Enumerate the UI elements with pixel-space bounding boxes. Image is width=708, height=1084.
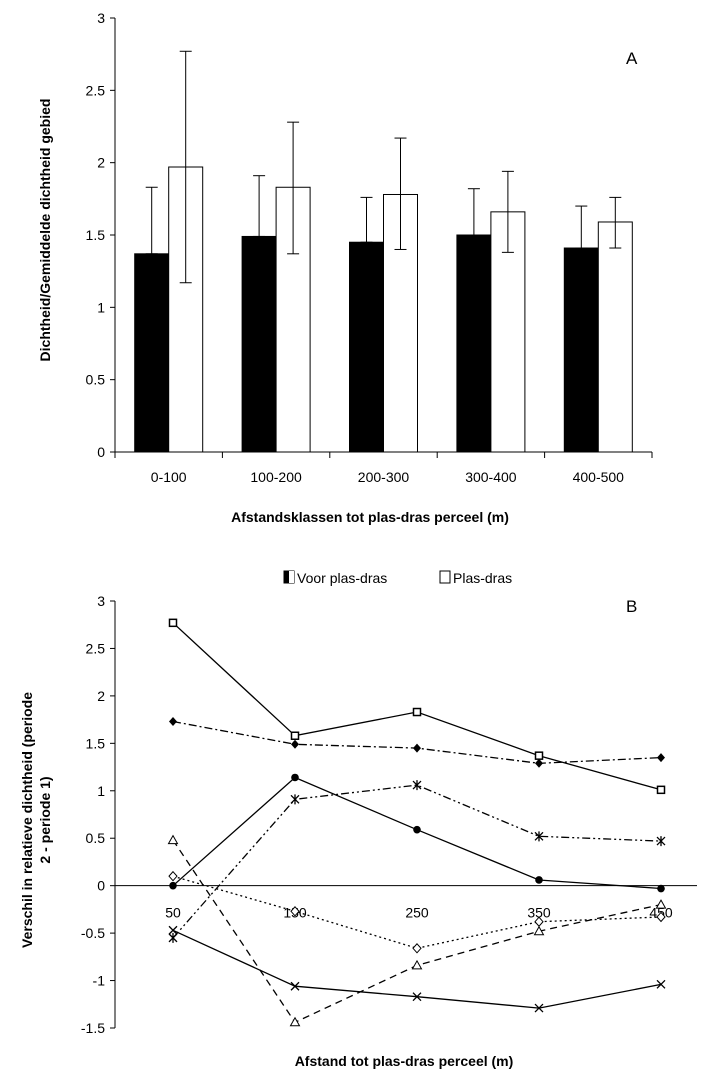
chart-b-point — [535, 876, 543, 884]
chart-b-point — [534, 751, 544, 760]
chart-a-xtick-label: 300-400 — [465, 469, 517, 485]
chart-b-point — [290, 731, 300, 740]
chart-a-xtick-label: 0-100 — [151, 469, 187, 485]
chart-b-point — [412, 780, 422, 791]
chart-b-point — [412, 707, 422, 717]
chart-a-xtick-label: 100-200 — [250, 469, 302, 485]
chart-b-point — [656, 979, 666, 989]
chart-a-ylabel: Dichtheid/Gemiddelde dichtheid gebied — [37, 99, 53, 362]
chart-a-bar — [349, 241, 384, 453]
chart-b-point — [289, 1016, 301, 1027]
chart-b-point — [411, 959, 423, 970]
chart-a-bar — [134, 253, 170, 453]
chart-b-point — [656, 785, 666, 795]
chart-a-legend: Voor plas-dras Plas-dras — [283, 570, 512, 586]
chart-b-ytick-label: -1.5 — [81, 1020, 105, 1036]
chart-a: Dichtheid/Gemiddelde dichtheid gebied A … — [37, 10, 653, 586]
chart-a-ytick-label: 2.5 — [86, 82, 106, 98]
chart-b-series-line — [172, 622, 662, 791]
chart-b-ylabel-line2: 2 - periode 1) — [37, 776, 53, 863]
chart-b-point — [168, 932, 178, 943]
chart-b-point — [533, 925, 545, 936]
chart-b-point — [290, 794, 300, 805]
chart-b-ytick-label: 1.5 — [86, 735, 106, 751]
chart-b-point — [169, 717, 177, 727]
chart-b-panel-label: B — [626, 597, 637, 616]
chart-a-ytick-label: 0.5 — [86, 372, 106, 388]
chart-a-ytick-label: 2 — [97, 155, 105, 171]
chart-b-point — [657, 753, 665, 763]
legend-label-plasdras: Plas-dras — [453, 570, 512, 586]
chart-b-ytick-label: 0.5 — [86, 830, 106, 846]
chart-b-point — [290, 906, 300, 917]
chart-b-point — [413, 825, 421, 834]
chart-b-point — [167, 834, 179, 845]
chart-b-point — [656, 911, 666, 923]
chart-a-bar — [597, 221, 633, 453]
chart-a-bar — [456, 234, 492, 453]
chart-b-point — [291, 739, 299, 749]
legend-swatch-plasdras — [439, 570, 451, 584]
chart-b-ytick-label: 2.5 — [86, 640, 106, 656]
legend-swatch-voor-half — [289, 571, 294, 583]
chart-b-ytick-label: 2 — [97, 688, 105, 704]
chart-a-ytick-label: 1 — [97, 299, 105, 315]
legend-label-voor: Voor plas-dras — [297, 570, 387, 586]
chart-b-point — [535, 758, 543, 768]
chart-b-point — [534, 831, 544, 842]
chart-b-point — [657, 884, 665, 893]
chart-b-series-line — [172, 839, 662, 1024]
chart-b-ylabel-line1: Verschil in relatieve dichtheid (periode — [19, 692, 35, 948]
chart-a-xtick-label: 400-500 — [573, 469, 625, 485]
chart-a-xlabel: Afstandsklassen tot plas-dras perceel (m… — [231, 509, 509, 525]
chart-a-ytick-label: 3 — [97, 10, 105, 26]
chart-b-point — [412, 943, 422, 954]
chart-b-point — [169, 881, 177, 890]
chart-b-series-line — [172, 720, 662, 764]
chart-b-point — [290, 981, 300, 991]
chart-a-xtick-label: 200-300 — [358, 469, 410, 485]
chart-b-xtick-label: 350 — [527, 905, 551, 921]
chart-b-ytick-label: 1 — [97, 783, 105, 799]
chart-b-point — [168, 925, 178, 935]
chart-b-xlabel: Afstand tot plas-dras perceel (m) — [295, 1053, 514, 1069]
chart-b-xtick-label: 50 — [165, 905, 181, 921]
chart-b-ytick-label: 0 — [97, 878, 105, 894]
chart-b-point — [168, 618, 178, 628]
chart-b-ytick-label: -1 — [93, 973, 106, 989]
chart-b-point — [168, 870, 178, 882]
chart-b-point — [655, 899, 667, 909]
chart-b-point — [413, 743, 421, 753]
chart-a-ytick-label: 1.5 — [86, 227, 106, 243]
chart-b: Verschil in relatieve dichtheid (periode… — [19, 593, 697, 1069]
chart-b-point — [656, 836, 666, 847]
chart-b-point — [534, 1003, 544, 1013]
chart-a-bar — [563, 247, 599, 453]
chart-a-bar — [241, 235, 277, 453]
chart-b-point — [291, 773, 299, 782]
chart-a-panel-label: A — [626, 49, 638, 68]
chart-b-xtick-label: 250 — [405, 905, 429, 921]
chart-b-ytick-label: 3 — [97, 593, 105, 609]
chart-b-ytick-label: -0.5 — [81, 925, 105, 941]
chart-a-ytick-label: 0 — [97, 444, 105, 460]
chart-b-point — [412, 992, 422, 1002]
